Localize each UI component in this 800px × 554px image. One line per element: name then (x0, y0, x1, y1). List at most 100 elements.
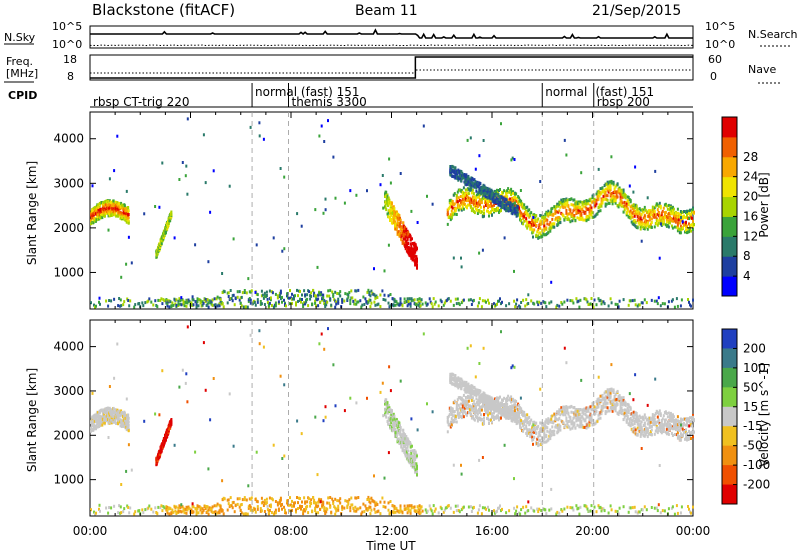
velocity-echo-cell (90, 426, 92, 430)
power-echo-cell (654, 169, 657, 173)
power-echo-cell (430, 302, 433, 306)
power-echo-cell (643, 214, 646, 218)
velocity-echo-cell (118, 409, 121, 413)
power-echo-cell (181, 161, 184, 164)
power-echo-cell (679, 231, 682, 235)
velocity-echo-cell (119, 424, 122, 428)
power-echo-cell (395, 224, 398, 228)
power-echo-cell (241, 291, 244, 295)
power-echo-cell (211, 303, 214, 307)
power-echo-cell (387, 211, 390, 215)
power-echo-cell (481, 214, 484, 218)
power-echo-cell (613, 187, 616, 191)
velocity-echo-cell (577, 418, 580, 422)
power-echo-cell (234, 297, 237, 301)
power-echo-cell (387, 243, 390, 247)
power-echo-cell (533, 302, 536, 306)
power-echo-cell (90, 219, 92, 223)
power-echo-cell (308, 290, 311, 294)
power-echo-cell (329, 298, 332, 302)
date-title: 21/Sep/2015 (592, 3, 681, 19)
power-echo-cell (399, 221, 402, 225)
velocity-echo-cell (387, 406, 390, 410)
power-echo-cell (431, 202, 434, 206)
power-echo-cell (231, 299, 234, 303)
power-echo-cell (634, 303, 637, 307)
power-echo-cell (476, 304, 479, 308)
velocity-echo-cell (97, 413, 100, 417)
power-echo-cell (120, 211, 123, 215)
power-echo-cell (124, 209, 127, 213)
power-echo-cell (180, 296, 183, 300)
power-echo-cell (576, 202, 579, 206)
power-echo-cell (112, 201, 114, 205)
power-echo-cell (609, 183, 612, 187)
power-echo-cell (617, 205, 620, 209)
velocity-echo-cell (387, 419, 390, 423)
velocity-echo-cell (167, 431, 170, 435)
velocity-echo-cell (520, 421, 523, 425)
velocity-echo-cell (506, 399, 509, 402)
velocity-echo-cell (561, 410, 564, 414)
velocity-echo-cell (553, 433, 556, 437)
power-echo-cell (411, 242, 414, 245)
velocity-echo-cell (458, 406, 461, 410)
power-echo-cell (476, 205, 479, 208)
power-echo-cell (261, 293, 264, 297)
velocity-echo-cell (528, 415, 531, 419)
power-echo-cell (432, 297, 435, 301)
velocity-echo-cell (412, 458, 415, 462)
power-echo-cell (400, 238, 403, 242)
power-echo-cell (512, 190, 515, 194)
power-echo-cell (501, 204, 504, 208)
power-echo-cell (503, 200, 506, 203)
power-echo-cell (639, 215, 642, 219)
power-echo-cell (481, 189, 484, 193)
power-echo-cell (657, 296, 660, 300)
power-echo-cell (573, 214, 576, 217)
power-echo-cell (127, 219, 130, 223)
velocity-echo-cell (99, 415, 102, 419)
power-echo-cell (192, 303, 195, 307)
power-echo-cell (543, 229, 546, 233)
velocity-echo-cell (90, 421, 93, 425)
power-echo-cell (562, 198, 565, 201)
velocity-echo-cell (518, 419, 521, 423)
power-echo-cell (279, 291, 282, 295)
velocity-echo-cell (519, 410, 522, 414)
velocity-echo-cell (552, 420, 555, 424)
power-echo-cell (640, 239, 643, 243)
velocity-echo-cell (388, 406, 391, 410)
power-echo-cell (643, 205, 646, 209)
power-echo-cell (659, 214, 662, 218)
power-echo-cell (405, 300, 408, 304)
velocity-echo-cell (570, 410, 573, 414)
power-echo-cell (638, 303, 641, 307)
velocity-echo-cell (559, 424, 562, 428)
freq-label-line1: Freq. (6, 55, 33, 68)
power-echo-cell (628, 184, 631, 188)
power-echo-cell (627, 303, 630, 307)
power-echo-cell (624, 194, 627, 197)
power-echo-cell (494, 194, 497, 198)
power-echo-cell (461, 197, 464, 201)
power-echo-cell (671, 226, 674, 230)
velocity-echo-cell (122, 418, 125, 422)
power-echo-cell (446, 222, 449, 226)
power-echo-cell (481, 195, 484, 199)
power-echo-cell (616, 182, 619, 186)
power-echo-cell (641, 222, 644, 226)
power-echo-cell (563, 138, 566, 142)
velocity-echo-cell (455, 404, 458, 408)
power-echo-cell (542, 300, 545, 304)
power-echo-cell (369, 298, 372, 302)
power-echo-cell (399, 216, 401, 220)
power-echo-cell (335, 302, 338, 306)
power-echo-cell (253, 300, 256, 304)
power-echo-cell (382, 206, 385, 210)
power-echo-cell (540, 301, 543, 305)
power-echo-cell (173, 236, 176, 240)
velocity-echo-cell (92, 416, 95, 420)
power-echo-cell (300, 224, 303, 228)
power-echo-cell (390, 209, 393, 213)
